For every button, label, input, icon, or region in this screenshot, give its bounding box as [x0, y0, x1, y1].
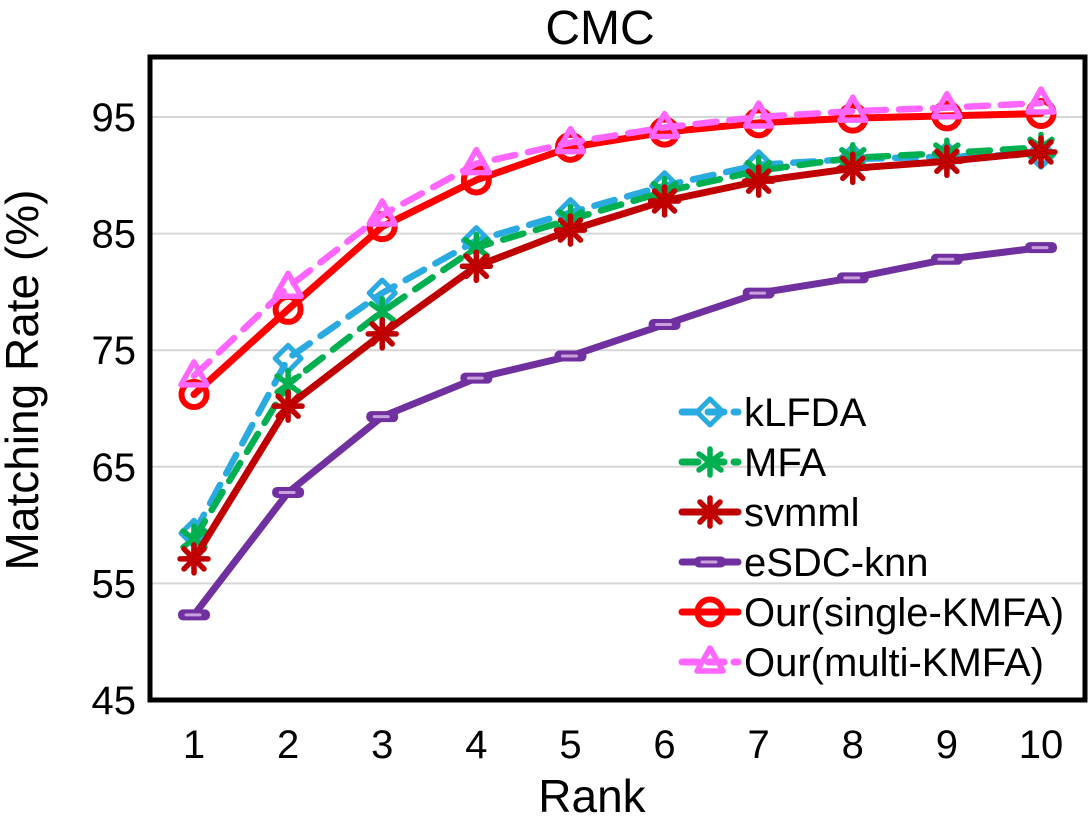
legend-label: MFA	[744, 441, 827, 485]
marker-dash	[694, 556, 726, 568]
marker-asterisk-8	[553, 213, 588, 247]
plot-border	[147, 54, 1088, 703]
marker-asterisk-8	[1024, 135, 1058, 169]
marker-dash	[1025, 242, 1057, 254]
x-tick-label-7: 7	[748, 723, 770, 767]
marker-triangle	[1025, 86, 1057, 115]
legend-label: Our(single-KMFA)	[744, 591, 1064, 635]
marker-circle	[694, 596, 726, 628]
marker-dash	[178, 609, 210, 621]
marker-triangle	[694, 645, 726, 674]
marker-diamond	[694, 396, 726, 428]
gridlines	[150, 116, 1085, 585]
marker-dash	[648, 319, 681, 331]
legend-item-Our(single-KMFA): Our(single-KMFA)	[678, 591, 1064, 635]
line-Our(multi-KMFA)	[190, 99, 1045, 380]
marker-dash	[930, 253, 963, 265]
x-axis-label: Rank	[538, 770, 646, 822]
marker-dash	[742, 287, 775, 299]
marker-triangle	[178, 359, 210, 388]
marker-asterisk-8	[365, 317, 399, 351]
series-Our(single-KMFA)	[178, 98, 1057, 411]
marker-circle	[460, 164, 492, 196]
marker-asterisk-8	[741, 164, 776, 198]
data-series	[177, 86, 1058, 621]
y-tick-label-45: 45	[92, 679, 137, 723]
legend-item-svmml: svmml	[678, 491, 860, 535]
marker-dash	[460, 372, 493, 384]
marker-dash	[366, 411, 399, 423]
x-tick-label-3: 3	[371, 723, 393, 767]
legend-item-MFA: MFA	[678, 441, 827, 485]
line-MFA	[190, 144, 1045, 543]
marker-asterisk-8	[647, 184, 682, 218]
marker-triangle	[931, 90, 963, 120]
legend-label: kLFDA	[744, 391, 867, 435]
y-tick-label-55: 55	[92, 562, 137, 606]
legend: kLFDA MFA svmml eSDC-knn Our(single-KMFA) Our…	[678, 391, 1064, 685]
marker-asterisk-8	[693, 495, 727, 529]
series-Our(multi-KMFA)	[178, 86, 1057, 388]
legend-label: eSDC-knn	[744, 541, 929, 585]
marker-triangle	[272, 270, 304, 299]
x-tick-label-5: 5	[559, 723, 581, 767]
y-tick-label-95: 95	[92, 96, 137, 140]
marker-triangle	[366, 198, 398, 227]
x-axis-ticks: 1 2 3 4 5 6 7 8 9 10	[183, 723, 1063, 767]
marker-asterisk-8	[930, 144, 964, 179]
marker-dash	[554, 350, 587, 362]
line-eSDC-knn	[190, 244, 1045, 619]
marker-dash	[272, 486, 305, 498]
marker-triangle	[837, 94, 869, 123]
marker-triangle	[554, 125, 587, 155]
marker-asterisk-8	[459, 249, 494, 283]
marker-dash	[836, 272, 869, 284]
y-axis-ticks: 45 55 65 75 85 95	[92, 96, 137, 723]
x-tick-label-2: 2	[277, 723, 299, 767]
y-tick-label-65: 65	[92, 446, 137, 490]
legend-item-eSDC-knn: eSDC-knn	[678, 541, 929, 585]
y-tick-label-75: 75	[92, 329, 137, 373]
legend-label: Our(multi-KMFA)	[744, 641, 1044, 685]
line-svmml	[190, 148, 1045, 563]
marker-asterisk-6	[696, 446, 724, 478]
x-tick-label-10: 10	[1019, 723, 1064, 767]
legend-item-Our(multi-KMFA): Our(multi-KMFA)	[678, 641, 1044, 685]
line-Our(single-KMFA)	[190, 110, 1045, 399]
y-axis-label: Matching Rate (%)	[0, 190, 48, 571]
series-svmml	[177, 135, 1058, 576]
marker-triangle	[648, 110, 681, 140]
x-tick-label-1: 1	[183, 723, 205, 767]
series-eSDC-knn	[178, 242, 1057, 621]
marker-triangle	[460, 146, 493, 176]
marker-asterisk-8	[271, 389, 305, 423]
y-tick-label-85: 85	[92, 213, 137, 257]
legend-label: svmml	[744, 491, 860, 535]
x-tick-label-8: 8	[842, 723, 864, 767]
x-tick-label-4: 4	[465, 723, 487, 767]
x-tick-label-9: 9	[936, 723, 958, 767]
marker-triangle	[742, 100, 775, 129]
marker-asterisk-8	[177, 542, 211, 576]
legend-item-kLFDA: kLFDA	[678, 391, 867, 435]
x-tick-label-6: 6	[653, 723, 675, 767]
chart-title: CMC	[545, 2, 654, 55]
marker-circle	[178, 379, 210, 411]
marker-asterisk-8	[836, 151, 870, 186]
